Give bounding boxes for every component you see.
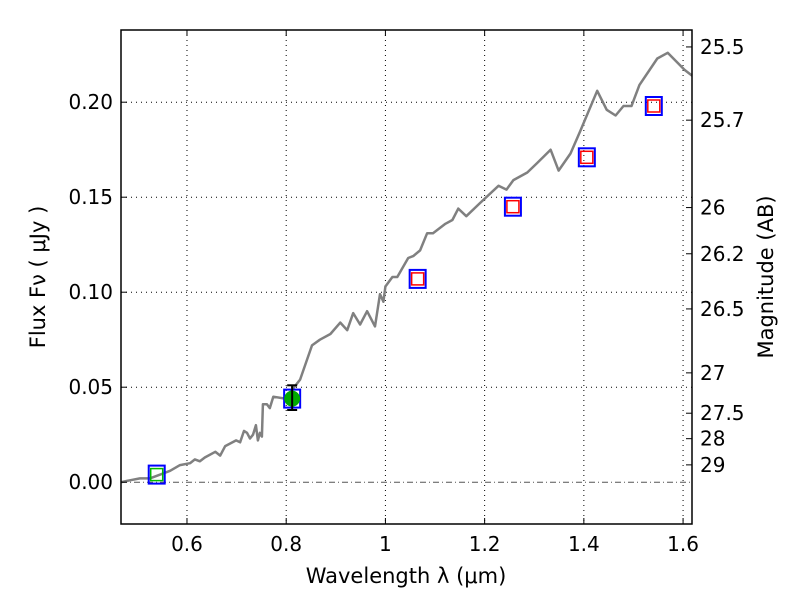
- right-tick-label: 26.5: [700, 297, 745, 321]
- x-axis-label: Wavelength λ (μm): [306, 564, 507, 588]
- y-tick-label: 0.05: [68, 375, 113, 399]
- grid-lines: [121, 30, 692, 524]
- x-axis-ticks: 0.6 0.8 1 1.2 1.4 1.6: [171, 30, 699, 556]
- model-photometry-square: [408, 268, 427, 289]
- model-photometry-square: [577, 147, 596, 168]
- y-axis-ticks: 0.00 0.05 0.10 0.15 0.20: [68, 90, 127, 494]
- y-tick-label: 0.00: [68, 470, 113, 494]
- y-axis-label: Flux Fν ( μJy ): [26, 206, 50, 349]
- right-tick-label: 25.5: [700, 35, 745, 59]
- spectrum-line: [120, 51, 693, 484]
- observed-red-square: [410, 272, 425, 286]
- right-axis-label: Magnitude (AB): [754, 195, 778, 358]
- observed-red-square: [506, 199, 520, 214]
- spectrum-series: [120, 51, 693, 484]
- model-photometry-square: [644, 96, 663, 116]
- x-tick-label: 1.4: [568, 532, 600, 556]
- observed-red-square: [580, 150, 594, 165]
- y-tick-label: 0.20: [68, 90, 113, 114]
- x-tick-label: 0.6: [171, 532, 203, 556]
- y-tick-label: 0.10: [68, 280, 113, 304]
- photometry-markers: [147, 96, 663, 485]
- model-photometry-square: [503, 196, 522, 217]
- x-tick-label: 0.8: [270, 532, 302, 556]
- x-tick-label: 1.6: [667, 532, 699, 556]
- x-tick-label: 1: [379, 532, 392, 556]
- right-tick-label: 27: [700, 361, 725, 385]
- x-tick-label: 1.2: [469, 532, 501, 556]
- y-tick-label: 0.15: [68, 185, 113, 209]
- right-tick-label: 25.7: [700, 108, 745, 132]
- right-tick-label: 27.5: [700, 401, 745, 425]
- right-tick-label: 26.2: [700, 242, 745, 266]
- model-photometry-square: [147, 464, 166, 485]
- plot-frame: [120, 29, 693, 525]
- observed-red-square: [647, 99, 661, 113]
- observed-green-square: [149, 467, 164, 482]
- right-tick-label: 26: [700, 196, 725, 220]
- right-tick-label: 29: [700, 453, 725, 477]
- right-tick-label: 28: [700, 427, 725, 451]
